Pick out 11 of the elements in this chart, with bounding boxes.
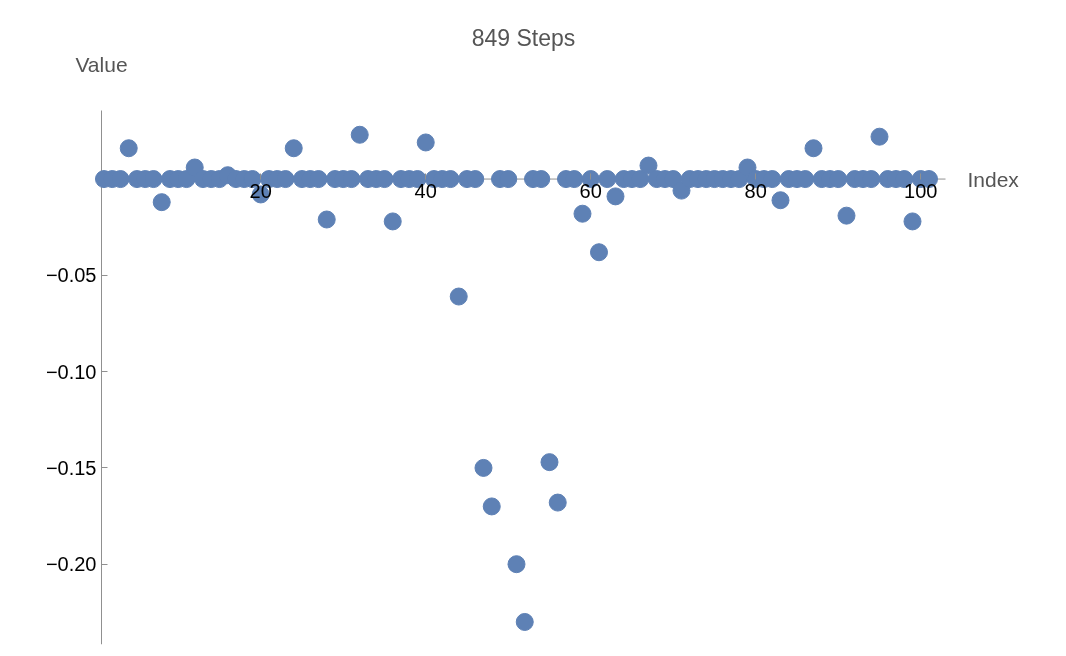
x-axis-title: Index <box>967 167 1020 191</box>
y-tick-label: −0.15 <box>45 456 97 479</box>
y-tick-label: −0.05 <box>45 264 97 287</box>
x-tick-label: 60 <box>579 180 602 203</box>
y-tick-label: −0.10 <box>45 360 97 383</box>
x-tick-label: 100 <box>904 180 938 203</box>
y-axis-title: Value <box>75 52 128 76</box>
y-tick-label: −0.20 <box>45 553 97 576</box>
x-tick-label: 40 <box>414 180 437 203</box>
chart-title: 849 Steps <box>471 24 576 51</box>
x-tick-label: 80 <box>744 180 767 203</box>
